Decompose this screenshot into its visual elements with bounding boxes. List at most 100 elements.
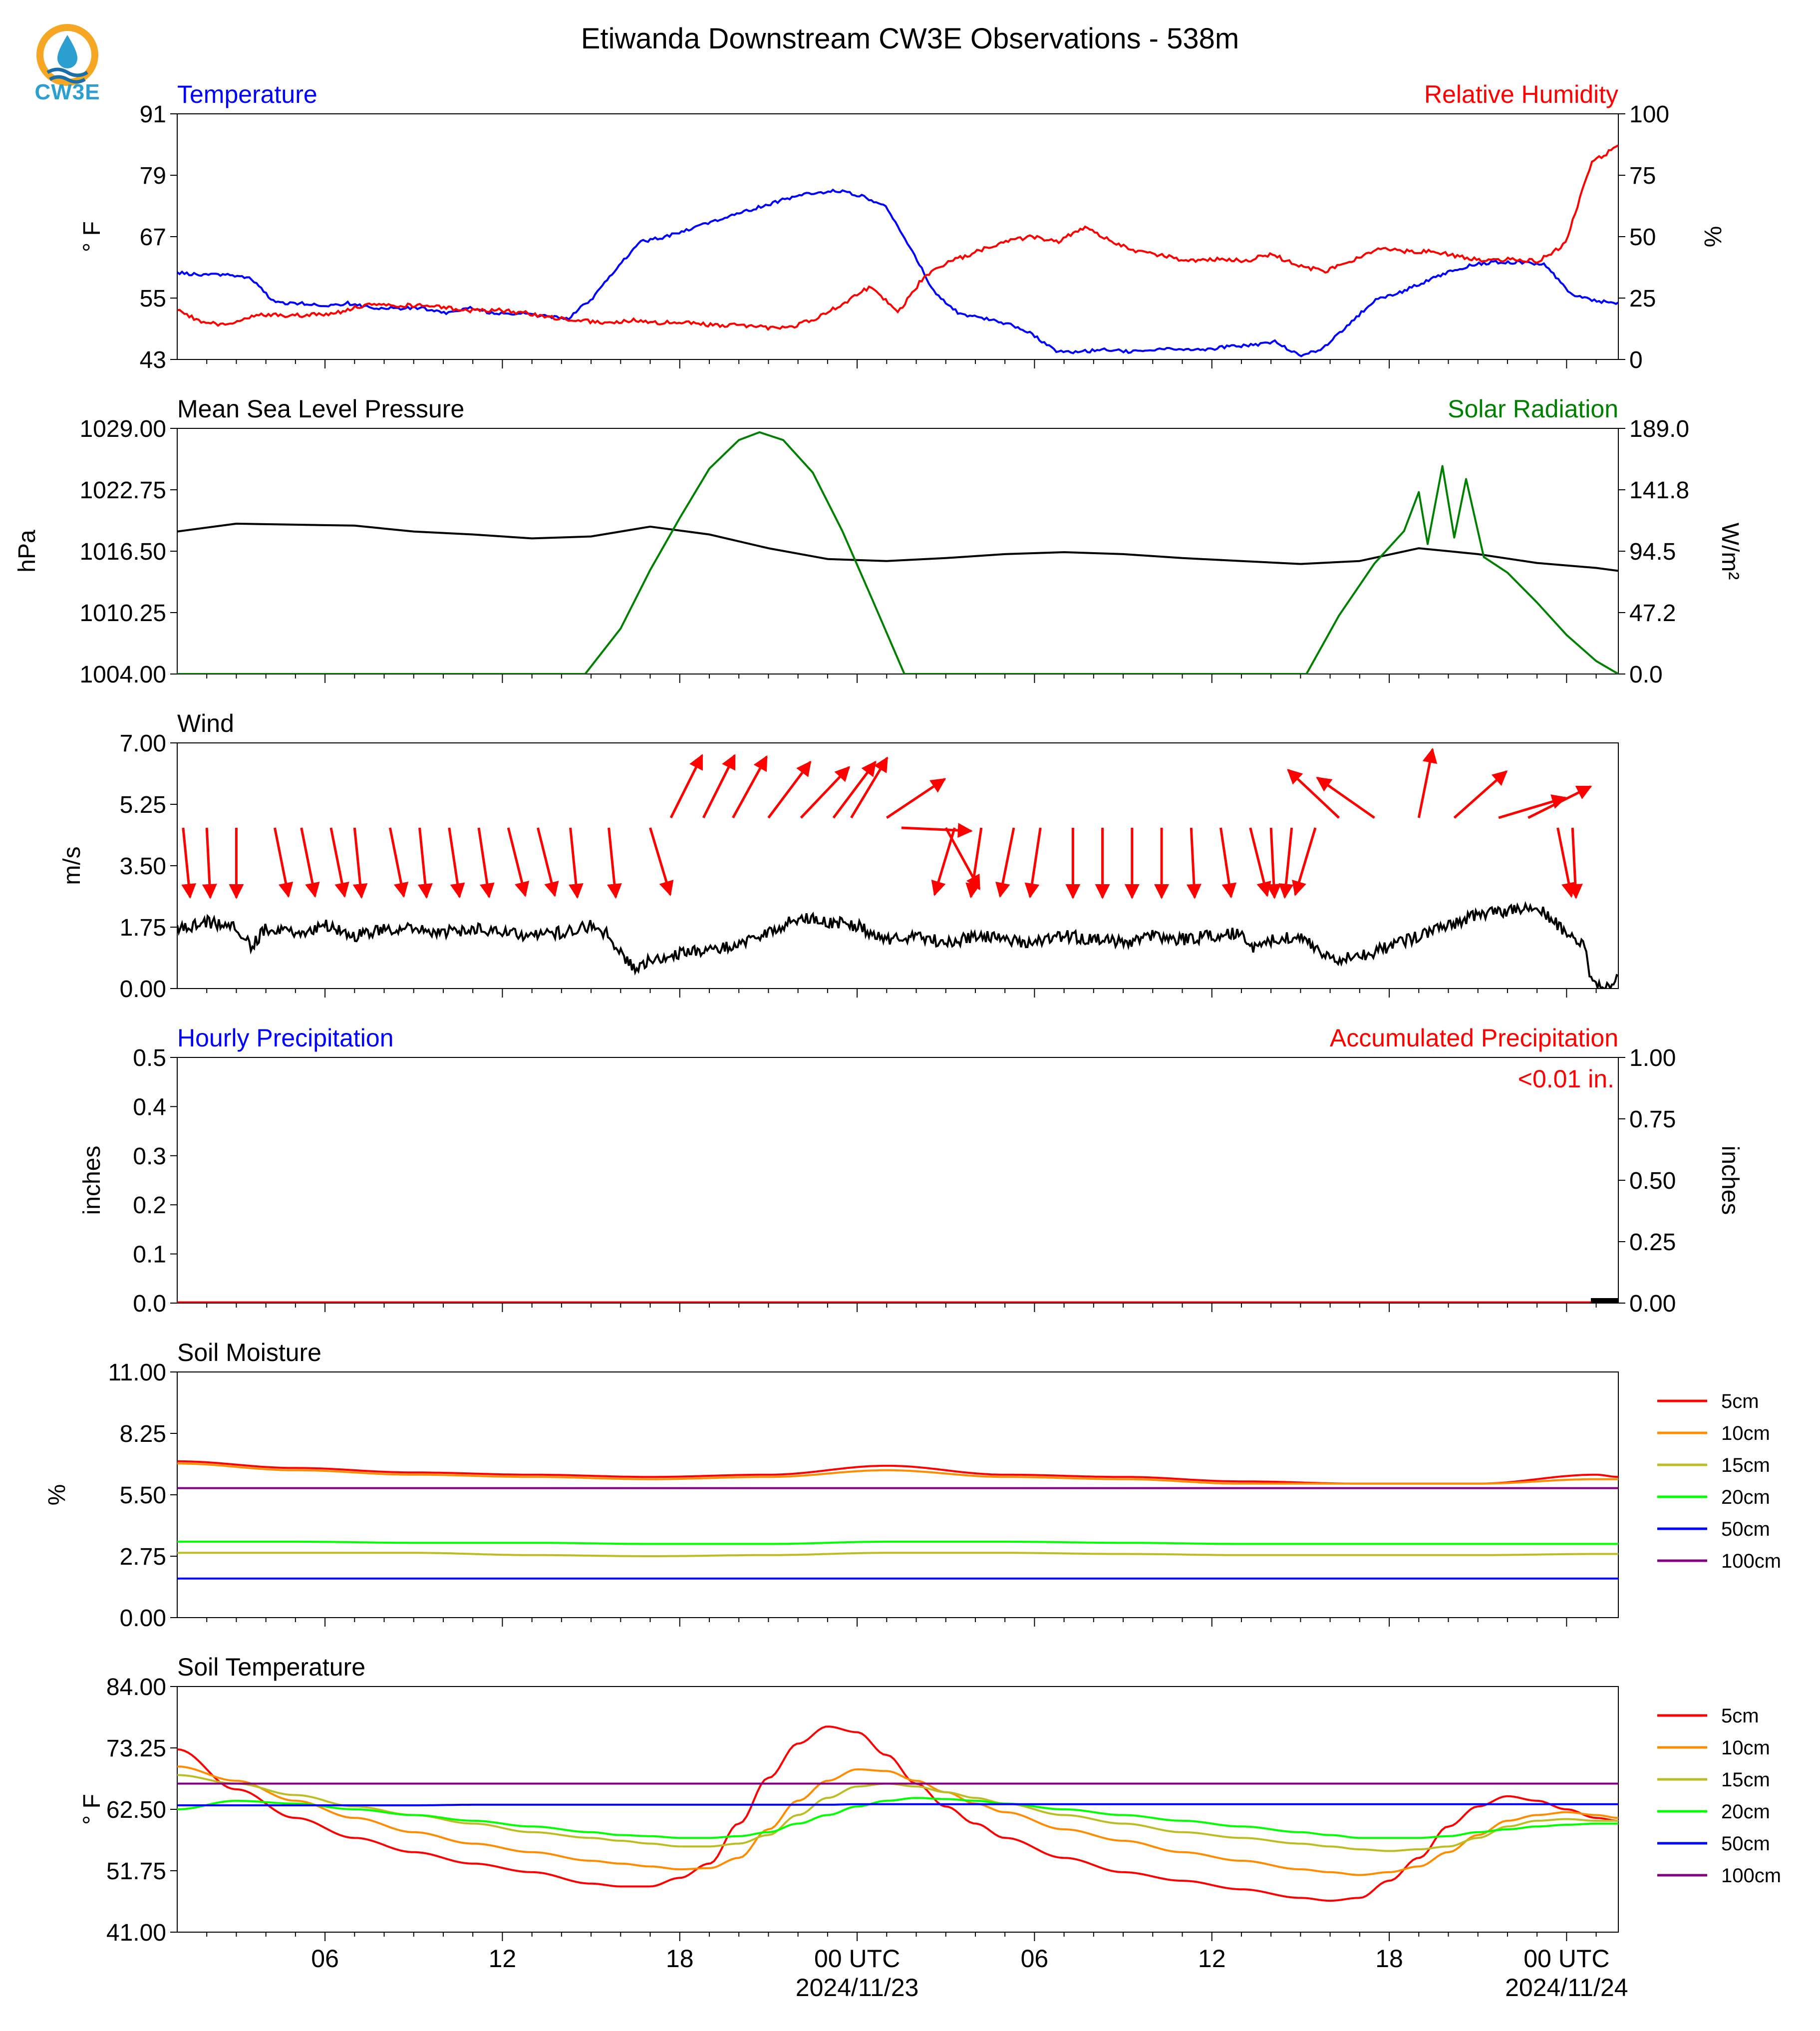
y-axis-label: ° F	[79, 221, 105, 252]
x-tick-label: 18	[666, 1945, 694, 1973]
wind-arrow	[971, 828, 981, 897]
wind-arrow	[331, 828, 344, 896]
plot-frame	[177, 1372, 1618, 1618]
wind-arrow	[1191, 828, 1195, 898]
panel-wind: Wind 0.00 1.75 3.50 5.25 7.00 m/s	[59, 709, 1618, 1003]
series-line-wind-speed	[177, 904, 1618, 989]
wind-arrow	[538, 828, 555, 896]
legend: 5cm 10cm 15cm 20cm 50cm 100cm	[1657, 1390, 1781, 1572]
plot-frame	[177, 743, 1618, 989]
wind-arrow	[703, 755, 735, 818]
x-tick-label: 06	[311, 1945, 339, 1973]
panel-title-right: Accumulated Precipitation	[1330, 1024, 1618, 1052]
wind-arrow	[420, 828, 427, 897]
legend-label: 20cm	[1721, 1486, 1770, 1508]
y-tick-label: 51.75	[106, 1858, 166, 1885]
figure-title: Etiwanda Downstream CW3E Observations - …	[581, 22, 1239, 55]
series-line-mean-sea-level-pressure	[177, 524, 1618, 571]
y-tick-label: 11.00	[108, 1359, 166, 1386]
legend-label: 15cm	[1721, 1454, 1770, 1476]
logo-text: CW3E	[30, 80, 105, 105]
wind-arrow	[1454, 771, 1507, 818]
panel-temp_rh: Temperature Relative Humidity4355677991° …	[79, 80, 1726, 373]
y-tick-label: 73.25	[106, 1735, 166, 1762]
y-tick-label: 1029.00	[79, 416, 166, 442]
legend-label: 50cm	[1721, 1833, 1770, 1855]
y-right-tick-label: 141.8	[1629, 477, 1689, 504]
y-tick-label: 91	[140, 101, 166, 128]
series-line-5cm	[177, 1461, 1618, 1484]
wind-arrow	[449, 828, 460, 897]
y-tick-label: 0.5	[133, 1045, 166, 1071]
wind-arrow	[1528, 786, 1590, 818]
panel-soil_temperature: Soil Temperature 41.00 51.75 62.50 73.25 84.0…	[79, 1653, 1781, 2002]
wind-arrow	[479, 828, 489, 897]
y-tick-label: 3.50	[120, 853, 166, 880]
accumulated-bar	[1591, 1298, 1618, 1303]
legend-label: 20cm	[1721, 1801, 1770, 1823]
y-right-tick-label: 0.50	[1629, 1168, 1676, 1194]
y-tick-label: 79	[140, 163, 166, 189]
wind-arrow	[650, 828, 670, 895]
legend-label: 10cm	[1721, 1422, 1770, 1444]
wind-arrow	[934, 828, 954, 895]
plot-area	[177, 432, 1618, 674]
plot-area	[177, 1461, 1618, 1579]
legend-label: 100cm	[1721, 1550, 1781, 1572]
y-tick-label: 0.2	[133, 1192, 166, 1219]
wind-arrow	[183, 828, 190, 897]
legend-label: 5cm	[1721, 1705, 1759, 1727]
series-line-20cm	[177, 1542, 1618, 1544]
x-date-label: 2024/11/23	[796, 1974, 919, 2002]
y-tick-label: 0.00	[120, 1605, 166, 1632]
plot-frame	[177, 114, 1618, 359]
y-tick-label: 2.75	[120, 1544, 166, 1570]
y-tick-label: 1.75	[120, 915, 166, 941]
y-axis-label: hPa	[14, 530, 40, 573]
legend: 5cm 10cm 15cm 20cm 50cm 100cm	[1657, 1705, 1781, 1887]
y-axis-label: inches	[79, 1146, 105, 1215]
y-tick-label: 84.00	[106, 1674, 166, 1700]
wind-arrow	[390, 828, 403, 896]
y-tick-label: 1010.25	[79, 600, 166, 627]
wind-arrow	[609, 828, 616, 897]
x-tick-label: 12	[1198, 1945, 1226, 1973]
wind-arrow	[354, 828, 361, 897]
wind-arrow	[1000, 828, 1013, 896]
wind-arrow	[302, 828, 315, 896]
x-tick-label: 12	[489, 1945, 517, 1973]
y-right-tick-label: 1.00	[1629, 1045, 1676, 1071]
y-axis-label: ° F	[79, 1794, 105, 1825]
wind-arrow	[1288, 770, 1339, 818]
plot-frame	[177, 1687, 1618, 1932]
wind-arrow	[801, 767, 849, 818]
wind-arrow	[1250, 828, 1267, 896]
plot-area	[177, 145, 1618, 356]
panel-soil_moisture: Soil Moisture0.002.755.508.2511.00%5cm10…	[44, 1339, 1781, 1632]
y-tick-label: 7.00	[120, 730, 166, 757]
y-right-tick-label: 0.0	[1629, 662, 1663, 688]
y-tick-label: 8.25	[120, 1421, 166, 1447]
y-tick-label: 5.50	[120, 1482, 166, 1509]
series-line-relative-humidity	[177, 145, 1618, 330]
wind-arrow	[1285, 828, 1292, 897]
legend-label: 100cm	[1721, 1865, 1781, 1887]
y-right-tick-label: 47.2	[1629, 600, 1676, 627]
wind-arrow	[1558, 828, 1571, 896]
y-axis-label: m/s	[59, 846, 85, 885]
panel-precipitation: Hourly Precipitation Accumulated Precipit…	[79, 1024, 1743, 1317]
panel-title-left: Temperature	[177, 80, 317, 108]
y-tick-label: 0.0	[133, 1291, 166, 1317]
series-line-temperature	[177, 190, 1618, 356]
legend-label: 10cm	[1721, 1737, 1770, 1759]
y-tick-label: 5.25	[120, 792, 166, 818]
precipitation-annotation: <0.01 in.	[1518, 1065, 1614, 1093]
y-tick-label: 43	[140, 347, 166, 373]
y-right-axis-label: %	[1699, 226, 1726, 248]
y-tick-label: 0.4	[133, 1094, 166, 1120]
y-right-tick-label: 50	[1629, 224, 1656, 251]
wind-arrow	[1030, 828, 1040, 897]
wind-arrow	[1295, 828, 1315, 895]
x-date-label: 2024/11/24	[1505, 1974, 1628, 2002]
